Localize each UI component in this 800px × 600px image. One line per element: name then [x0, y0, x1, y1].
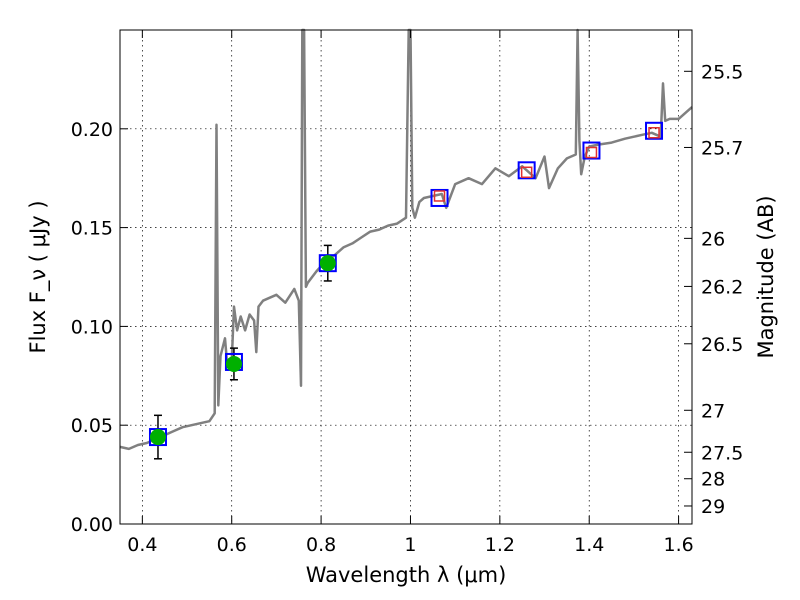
y-ticks: 0.00 0.05 0.10 0.15 0.20 — [71, 119, 128, 536]
x-tick-label: 1.2 — [485, 534, 515, 556]
model-flux-square — [517, 161, 536, 180]
observed-flux-point — [319, 255, 336, 272]
model-sed-path — [119, 28, 693, 451]
y-tick-label: 0.10 — [71, 316, 113, 338]
plot-background — [120, 30, 692, 524]
markers — [148, 121, 664, 460]
x-tick-label: 1.6 — [663, 534, 693, 556]
magnitude-tick-label: 25.7 — [701, 137, 743, 159]
y-tick-label: 0.05 — [71, 415, 113, 437]
y-axis-label: Flux F_ν ( μJy ) — [26, 200, 51, 353]
magnitude-tick-label: 26.2 — [701, 276, 743, 298]
x-tick-label: 0.8 — [306, 534, 336, 556]
magnitude-tick-label: 27.5 — [701, 442, 743, 464]
predicted-flux-square — [433, 190, 446, 202]
predicted-flux-square — [520, 166, 533, 179]
observed-flux-point — [149, 429, 166, 446]
model-flux-square — [582, 141, 601, 160]
x-tick-label: 0.4 — [127, 534, 157, 556]
y-tick-label: 0.00 — [71, 514, 113, 536]
x-tick-label: 1.4 — [574, 534, 604, 556]
model-flux-square — [645, 121, 664, 140]
x-tick-label: 0.6 — [217, 534, 247, 556]
predicted-flux-square — [648, 127, 660, 139]
magnitude-tick-label: 27 — [701, 400, 725, 422]
plot-frame — [119, 29, 693, 525]
model-flux-square — [430, 188, 449, 207]
x-axis-label: Wavelength λ (μm) — [306, 563, 507, 587]
y-tick-label: 0.20 — [71, 119, 113, 141]
right-axis-label: Magnitude (AB) — [754, 195, 778, 358]
magnitude-tick-label: 26.5 — [701, 334, 743, 356]
model-sed-line — [119, 28, 693, 451]
y-tick-label: 0.15 — [71, 218, 113, 240]
magnitude-ticks: 25.5 25.7 26 26.2 26.5 27 27.5 28 29 — [684, 61, 743, 518]
x-ticks: 0.4 0.6 0.8 1 1.2 1.4 1.6 — [127, 30, 694, 556]
magnitude-tick-label: 28 — [701, 469, 725, 491]
predicted-flux-square — [585, 146, 598, 159]
x-tick-label: 1 — [404, 534, 416, 556]
magnitude-tick-label: 26 — [701, 228, 725, 250]
observed-flux-point — [225, 355, 242, 372]
magnitude-tick-label: 25.5 — [701, 61, 743, 83]
magnitude-tick-label: 29 — [701, 496, 725, 518]
